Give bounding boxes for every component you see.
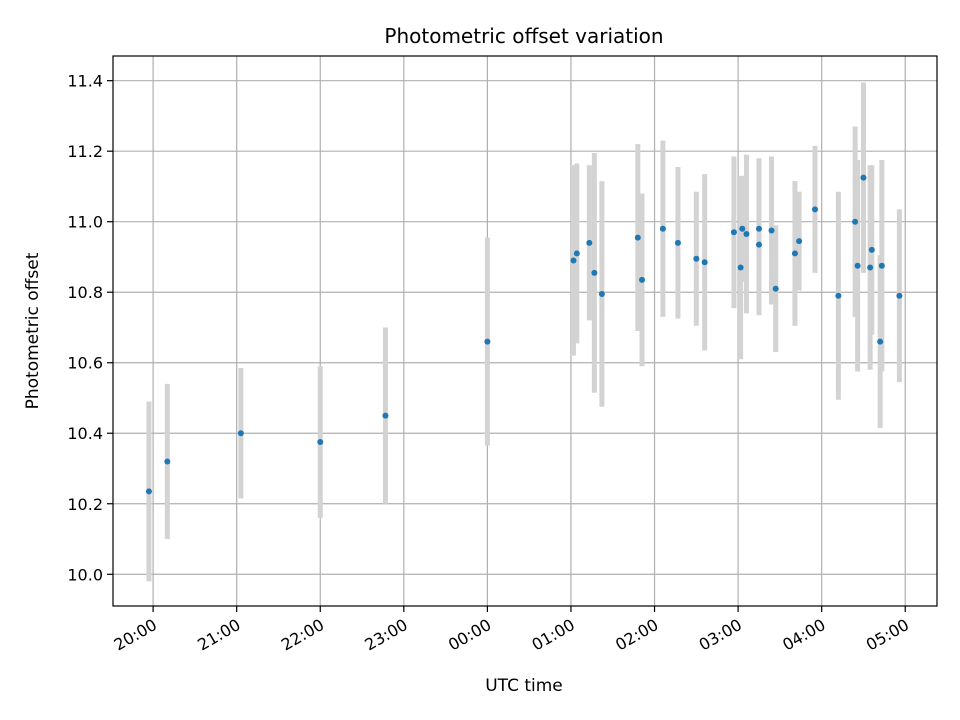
data-point bbox=[570, 257, 577, 264]
data-point bbox=[573, 250, 580, 257]
grid bbox=[113, 56, 937, 606]
data-point bbox=[674, 239, 681, 246]
data-point bbox=[852, 218, 859, 225]
data-point bbox=[317, 439, 324, 446]
x-tick-label: 22:00 bbox=[278, 615, 327, 655]
data-point bbox=[867, 264, 874, 271]
x-tick-label: 23:00 bbox=[361, 615, 410, 655]
data-point bbox=[237, 430, 244, 437]
plot-frame bbox=[112, 55, 938, 607]
chart-title: Photometric offset variation bbox=[384, 24, 663, 48]
y-axis-label: Photometric offset bbox=[23, 252, 43, 409]
data-point bbox=[835, 292, 842, 299]
data-point bbox=[860, 174, 867, 181]
data-point bbox=[739, 225, 746, 232]
x-tick-label: 01:00 bbox=[529, 615, 578, 655]
data-point bbox=[598, 290, 605, 297]
x-tick-label: 21:00 bbox=[194, 615, 243, 655]
data-points bbox=[145, 174, 903, 495]
y-tick-label: 10.2 bbox=[67, 495, 103, 514]
x-axis-ticks: 20:00 21:00 22:00 23:00 00:00 01:00 02:00 03:00… bbox=[111, 606, 912, 655]
data-point bbox=[772, 285, 779, 292]
data-point bbox=[586, 239, 593, 246]
data-point bbox=[382, 412, 389, 419]
x-tick-label: 00:00 bbox=[445, 615, 494, 655]
y-tick-label: 10.8 bbox=[67, 283, 103, 302]
data-point bbox=[737, 264, 744, 271]
data-point bbox=[877, 338, 884, 345]
data-point bbox=[796, 238, 803, 245]
data-point bbox=[484, 338, 491, 345]
data-point bbox=[693, 255, 700, 262]
data-point bbox=[701, 259, 708, 266]
x-tick-label: 02:00 bbox=[612, 615, 661, 655]
data-point bbox=[854, 262, 861, 269]
y-axis-ticks: 10.0 10.2 10.4 10.6 10.8 11.0 11.2 11.4 bbox=[67, 72, 113, 584]
error-bars bbox=[146, 82, 902, 582]
data-point bbox=[755, 241, 762, 248]
y-tick-label: 11.0 bbox=[67, 213, 103, 232]
y-tick-label: 10.6 bbox=[67, 354, 103, 373]
data-point bbox=[145, 488, 152, 495]
y-tick-label: 11.4 bbox=[67, 72, 103, 91]
y-tick-label: 11.2 bbox=[67, 142, 103, 161]
data-point bbox=[868, 246, 875, 253]
data-point bbox=[896, 292, 903, 299]
x-tick-label: 04:00 bbox=[779, 615, 828, 655]
data-point bbox=[659, 225, 666, 232]
data-point bbox=[634, 234, 641, 241]
x-tick-label: 05:00 bbox=[863, 615, 912, 655]
data-point bbox=[755, 225, 762, 232]
data-point bbox=[791, 250, 798, 257]
data-point bbox=[638, 276, 645, 283]
data-point bbox=[730, 229, 737, 236]
data-point bbox=[768, 227, 775, 234]
x-axis-label: UTC time bbox=[485, 676, 563, 696]
y-tick-label: 10.0 bbox=[67, 565, 103, 584]
x-tick-label: 20:00 bbox=[111, 615, 160, 655]
x-tick-label: 03:00 bbox=[696, 615, 745, 655]
data-point bbox=[878, 262, 885, 269]
data-point bbox=[164, 458, 171, 465]
data-point bbox=[811, 206, 818, 213]
y-tick-label: 10.4 bbox=[67, 424, 103, 443]
data-point bbox=[591, 269, 598, 276]
data-point bbox=[743, 231, 750, 238]
